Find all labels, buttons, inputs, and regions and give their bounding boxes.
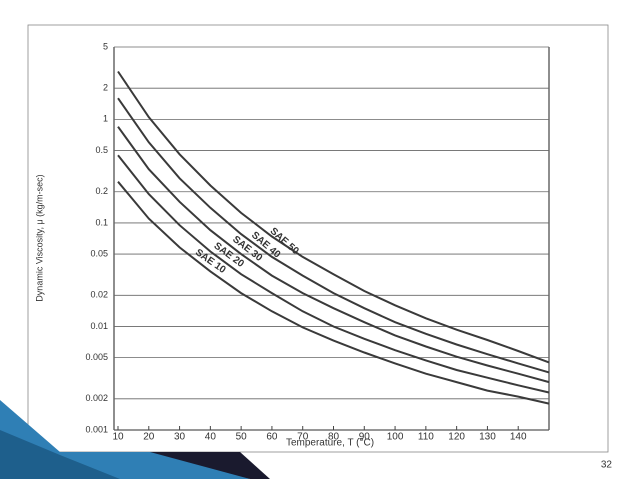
chart-frame bbox=[27, 24, 609, 453]
x-tick-label: 100 bbox=[387, 432, 404, 443]
x-tick-label: 30 bbox=[174, 432, 186, 443]
decoration bbox=[150, 452, 270, 479]
x-axis-label: Temperature, T (°C) bbox=[286, 438, 374, 449]
y-tick-label: 1 bbox=[103, 114, 108, 124]
x-tick-label: 70 bbox=[297, 432, 309, 443]
x-tick-label: 120 bbox=[448, 432, 465, 443]
page-number: 32 bbox=[601, 460, 613, 471]
line bbox=[117, 126, 550, 384]
decoration bbox=[0, 430, 120, 479]
x-tick-label: 60 bbox=[266, 432, 278, 443]
x-tick-label: 40 bbox=[205, 432, 217, 443]
x-tick-label: 130 bbox=[479, 432, 496, 443]
line bbox=[117, 97, 550, 374]
line bbox=[117, 70, 550, 364]
y-tick-label: 2 bbox=[103, 83, 108, 93]
y-tick-label: 0.01 bbox=[90, 321, 108, 331]
y-axis-label: Dynamic Viscosity, μ (kg/m-sec) bbox=[34, 174, 44, 301]
x-tick-label: 10 bbox=[112, 432, 124, 443]
y-tick-label: 0.2 bbox=[95, 186, 108, 196]
y-tick-label: 5 bbox=[103, 41, 108, 51]
x-tick-label: 80 bbox=[328, 432, 340, 443]
x-tick-label: 140 bbox=[510, 432, 527, 443]
y-tick-label: 0.1 bbox=[95, 217, 108, 227]
x-tick-label: 20 bbox=[143, 432, 155, 443]
y-tick-label: 0.05 bbox=[90, 248, 108, 258]
x-tick-label: 90 bbox=[359, 432, 371, 443]
line bbox=[117, 181, 550, 405]
x-tick-label: 110 bbox=[418, 432, 434, 443]
y-tick-label: 0.5 bbox=[95, 145, 108, 155]
y-tick-label: 0.002 bbox=[85, 393, 108, 403]
y-tick-label: 0.02 bbox=[90, 290, 108, 300]
x-tick-label: 50 bbox=[236, 432, 248, 443]
line bbox=[117, 154, 550, 394]
y-tick-label: 0.005 bbox=[85, 352, 108, 362]
y-tick-label: 0.001 bbox=[85, 424, 108, 434]
